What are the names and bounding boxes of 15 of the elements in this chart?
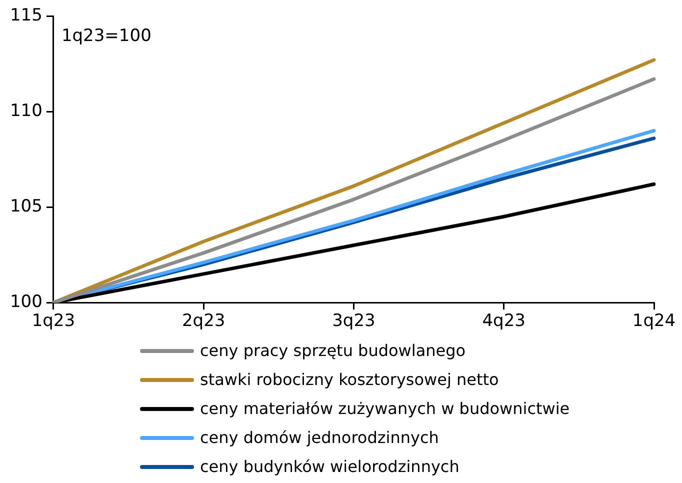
x-tick-label: 1q24 — [632, 311, 676, 332]
x-tick-label: 2q23 — [182, 311, 226, 332]
x-tick-label: 3q23 — [332, 311, 376, 332]
legend-label: ceny domów jednorodzinnych — [200, 428, 439, 447]
legend-label: stawki robocizny kosztorysowej netto — [200, 370, 499, 389]
x-tick-label: 4q23 — [482, 311, 526, 332]
y-tick-label: 100 — [10, 292, 42, 312]
y-tick-label: 110 — [10, 100, 42, 121]
annotation: 1q23=100 — [61, 26, 152, 46]
legend-label: ceny materiałów zużywanych w budownictwie — [200, 399, 570, 418]
y-tick-label: 105 — [10, 196, 42, 216]
x-tick-label: 1q23 — [32, 311, 76, 332]
y-tick-label: 115 — [10, 5, 42, 26]
legend-label: ceny budynków wielorodzinnych — [200, 457, 460, 476]
legend-label: ceny pracy sprzętu budowlanego — [200, 341, 466, 360]
